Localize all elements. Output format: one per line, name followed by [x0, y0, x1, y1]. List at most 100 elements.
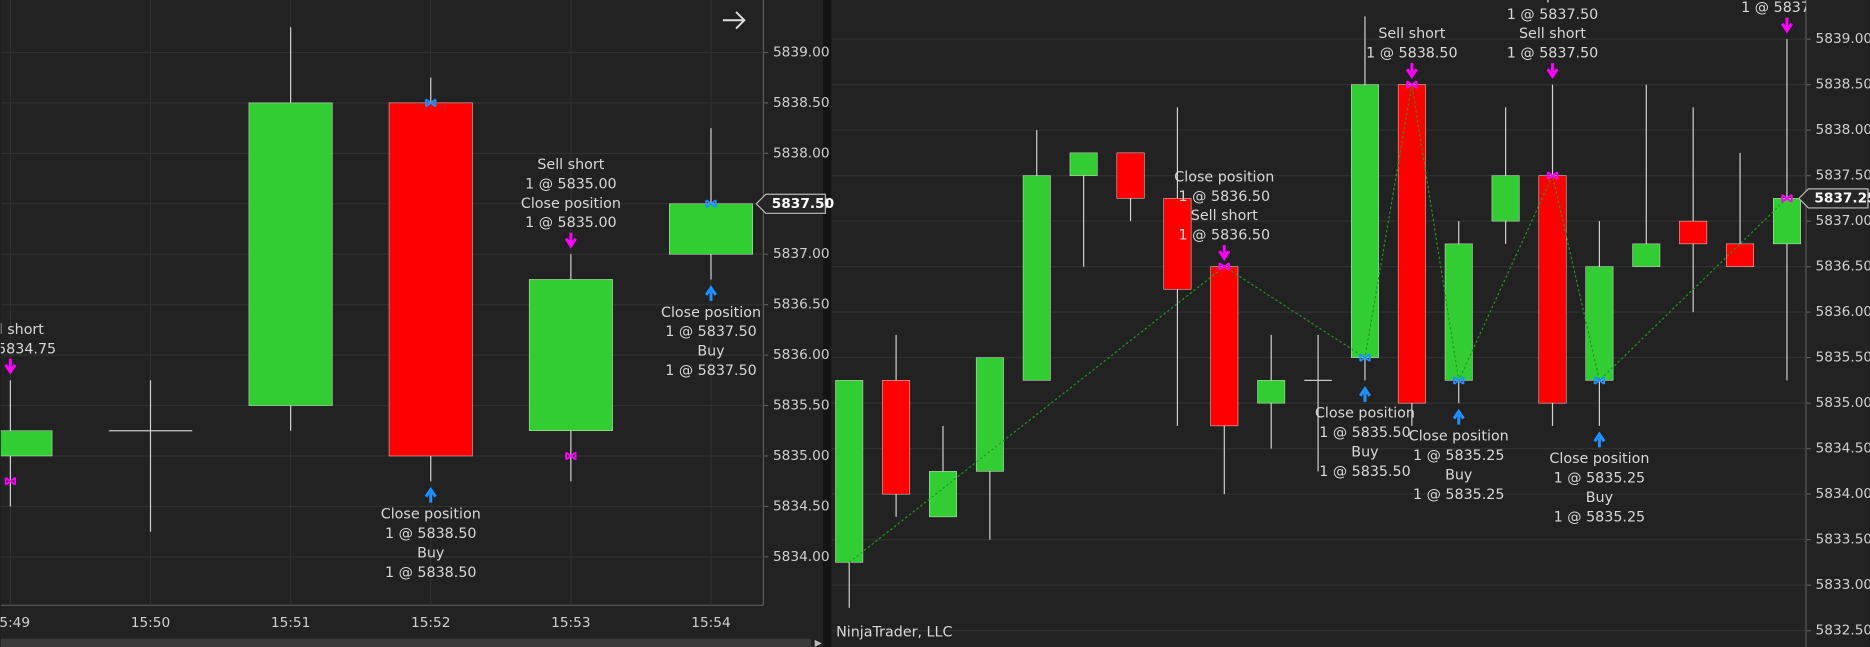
annotation-text: 1 @ 5838.50: [1366, 46, 1458, 62]
candle-body: [669, 203, 753, 255]
last-price-label: 5837.25: [1814, 190, 1870, 206]
axes: 5834.00 5834.50 5835.00 5835.50 5836.00 5836.…: [0, 31, 1870, 638]
y-tick-label: 5835.00: [1816, 395, 1870, 411]
annotation-text: Close position: [521, 196, 621, 212]
candle-body: [1538, 175, 1567, 404]
y-tick-label: 5838.00: [773, 145, 830, 161]
candle-body: [1726, 243, 1754, 267]
buy-arrow: [1358, 386, 1371, 402]
annotation-text: 1 @ 5836.50: [1179, 228, 1271, 244]
candle-body: [528, 279, 613, 432]
plot-area: Sell short 1 @ 5834.75 Close position 1 @ 5…: [0, 0, 764, 606]
y-tick-label: 5836.50: [773, 297, 830, 313]
watermark: NinjaTrader, LLC: [836, 625, 952, 641]
candle-body: [1397, 84, 1426, 404]
annotation-text: 1 @ 5835.25: [1554, 471, 1646, 487]
annotation-text: Buy: [1445, 467, 1473, 483]
y-tick-label: 5839.00: [1816, 31, 1870, 47]
x-tick-label: 15:52: [411, 615, 450, 631]
annotation-text: 1 @ 5838.50: [385, 526, 477, 542]
candle-body: [1585, 266, 1614, 381]
annotation-text: Close position: [1174, 169, 1274, 185]
y-tick-label: 5832.50: [1816, 623, 1870, 639]
fill-marker: [1593, 376, 1606, 385]
candle-body: [1773, 198, 1801, 245]
annotation-text: 1 @ 5837.25: [1741, 0, 1833, 16]
y-tick-label: 5833.50: [1816, 532, 1870, 548]
annotation-text: Sell short: [1191, 208, 1258, 224]
annotation-text: Close position: [381, 507, 481, 523]
annotation-text: 1 @ 5835.25: [1413, 448, 1505, 464]
candle-body: [1679, 220, 1708, 245]
annotation-text: 1 @ 5835.25: [1413, 487, 1505, 503]
last-price-box: [1798, 188, 1869, 209]
annotation-text: Sell short: [0, 322, 44, 338]
y-tick-label: 5836.00: [773, 347, 830, 363]
buy-arrow: [424, 486, 437, 503]
y-tick-label: 5833.00: [1816, 577, 1870, 593]
candle-body: [1491, 175, 1520, 222]
annotation-text: Buy: [1586, 490, 1614, 506]
y-tick-label: 5837.50: [1816, 168, 1870, 184]
y-tick-label: 5834.50: [1816, 441, 1870, 457]
x-tick-label: 15:50: [131, 615, 170, 631]
candle-body: [1210, 266, 1239, 427]
candle-body: [1257, 380, 1286, 404]
y-tick-label: 5834.00: [1816, 486, 1870, 502]
fill-marker: [1218, 262, 1230, 271]
annotation-text: Close position: [1503, 0, 1603, 3]
annotation-text: 1 @ 5835.00: [525, 176, 617, 192]
x-tick-label: 15:54: [691, 615, 730, 631]
sell-arrow: [1405, 63, 1418, 79]
annotation-text: Close position: [1409, 428, 1509, 444]
candle-body: [1304, 379, 1332, 381]
annotation-text: 1 @ 5836.50: [1179, 189, 1271, 205]
last-price-label: 5837.50: [772, 196, 834, 212]
candle-body: [1632, 243, 1661, 267]
sell-arrow: [1218, 245, 1231, 261]
sell-arrow: [1546, 63, 1559, 79]
annotation-text: Sell short: [537, 157, 604, 173]
y-tick-label: 5836.50: [1816, 259, 1870, 275]
y-tick-label: 5834.00: [773, 549, 830, 565]
annotation-text: Close position: [1315, 406, 1415, 422]
y-tick-label: 5839.00: [773, 44, 830, 60]
annotation-text: Buy: [417, 545, 445, 561]
y-tick-label: 5835.00: [773, 448, 830, 464]
candle-body: [0, 430, 53, 457]
annotation-text: 1 @ 5837.50: [665, 324, 757, 340]
fill-marker: [1359, 353, 1371, 362]
plot-area: Close position 1 @ 5836.50 Sell short 1 @ 5…: [831, 0, 1833, 632]
buy-arrow: [1593, 431, 1606, 448]
y-tick-label: 5835.50: [773, 398, 830, 414]
fill-marker: [1453, 376, 1465, 385]
annotation-text: 1 @ 5835.00: [525, 215, 617, 231]
fill-marker: [1781, 194, 1793, 203]
annotation-text: Sell short: [1378, 26, 1445, 42]
sell-arrow: [564, 232, 577, 249]
x-tick-label: 15:53: [551, 615, 590, 631]
fill-marker: [705, 199, 717, 209]
y-tick-label: 5837.00: [773, 246, 830, 262]
candle-body: [1116, 152, 1145, 199]
annotation-text: 1 @ 5837.50: [1507, 7, 1599, 23]
candle-body: [1022, 175, 1051, 381]
annotation-text: 1 @ 5837.50: [665, 363, 757, 379]
y-tick-label: 5837.00: [1816, 213, 1870, 229]
annotation-text: 1 @ 5835.50: [1319, 425, 1411, 441]
annotation-text: Buy: [1351, 445, 1379, 461]
navigate-arrow[interactable]: [722, 11, 746, 30]
candle-body: [1444, 243, 1473, 381]
candle-body: [975, 357, 1004, 472]
candle-body: [835, 380, 864, 563]
candle-body: [882, 380, 911, 495]
panel-divider: [822, 0, 832, 647]
fill-marker: [425, 98, 437, 108]
y-tick-label: 5838.50: [773, 95, 830, 111]
candle-body: [248, 102, 333, 406]
fill-marker: [1546, 171, 1559, 180]
buy-arrow: [1452, 408, 1465, 425]
scrollbar[interactable]: [0, 638, 812, 647]
scroll-arrow[interactable]: [814, 639, 822, 647]
y-tick-label: 5835.50: [1816, 350, 1870, 366]
